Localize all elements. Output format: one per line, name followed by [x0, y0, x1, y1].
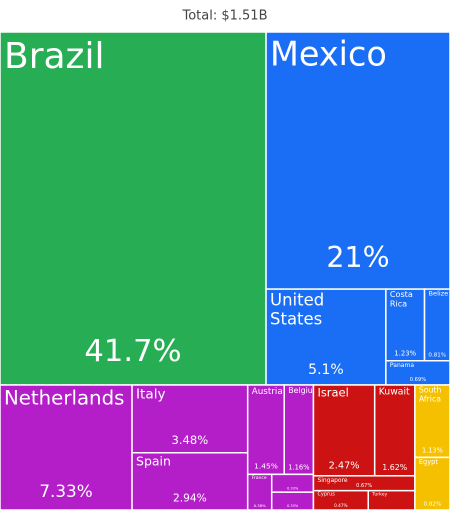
tile-value: 7.33% — [39, 481, 92, 501]
tile-name-line: Costa — [390, 289, 413, 299]
tile-value: 1.62% — [382, 463, 408, 472]
tile-value: 1.16% — [288, 463, 309, 471]
tile-value: 5.1% — [308, 362, 344, 378]
tile — [283, 384, 315, 476]
tile-name: Belize — [429, 290, 449, 298]
tile — [131, 384, 249, 454]
tile — [0, 31, 267, 386]
tile-value: 41.7% — [84, 334, 181, 369]
tile-name: South Africa — [419, 386, 442, 404]
tile-value: 0.33% — [287, 486, 299, 490]
tile-name: France — [252, 475, 267, 481]
tile-name: United States — [270, 291, 324, 329]
tile-name: Italy — [136, 387, 166, 403]
tile-name: Singapore — [317, 477, 347, 484]
tile-name: Austria — [252, 387, 283, 397]
tile-value: 2.47% — [329, 460, 360, 471]
tile-name: Costa Rica — [390, 289, 413, 308]
tile-name-line: States — [270, 310, 322, 329]
tile — [246, 384, 285, 476]
tile-value: 1.45% — [254, 461, 278, 470]
tile-value: 1.23% — [394, 349, 416, 357]
tile-name: Cyprus — [317, 492, 335, 498]
tile-name: Kuwait — [379, 386, 410, 397]
tile-name: Mexico — [270, 34, 387, 73]
tile-value: 0.38% — [254, 503, 266, 508]
tile-value: 3.48% — [172, 433, 209, 447]
tile — [414, 456, 450, 510]
tile-name: Brazil — [4, 36, 104, 77]
tile-value: 0.47% — [334, 503, 348, 509]
tile-value: 0.67% — [356, 483, 372, 489]
tile-value: 0.81% — [428, 352, 446, 358]
tile-name: Spain — [136, 453, 171, 468]
tile-name-line: Rica — [390, 299, 407, 309]
tile-name: Netherlands — [4, 387, 124, 410]
tile-name-line: United — [270, 291, 324, 310]
tile-value: 21% — [326, 241, 389, 274]
tile — [312, 384, 376, 477]
tile-name-line: South — [419, 386, 442, 395]
tile-name: Egypt — [419, 458, 438, 466]
tile — [423, 288, 450, 362]
tile-value: 1.13% — [422, 446, 443, 454]
tile-value: 0.33% — [287, 504, 299, 508]
tile — [414, 384, 450, 459]
tile-name: Turkey — [371, 491, 387, 497]
chart-title: Total: $1.51B — [181, 9, 267, 24]
tile — [265, 288, 387, 386]
tile-name: Belgium — [288, 386, 320, 395]
tile-name: Israel — [317, 385, 348, 399]
tile-value: 0.69% — [410, 377, 426, 383]
tile-value: 2.94% — [173, 492, 207, 505]
tile — [265, 31, 450, 290]
tile-name: Panama — [390, 362, 415, 369]
tile-value: 0.82% — [424, 502, 442, 508]
tile-name-line: Africa — [419, 395, 441, 404]
